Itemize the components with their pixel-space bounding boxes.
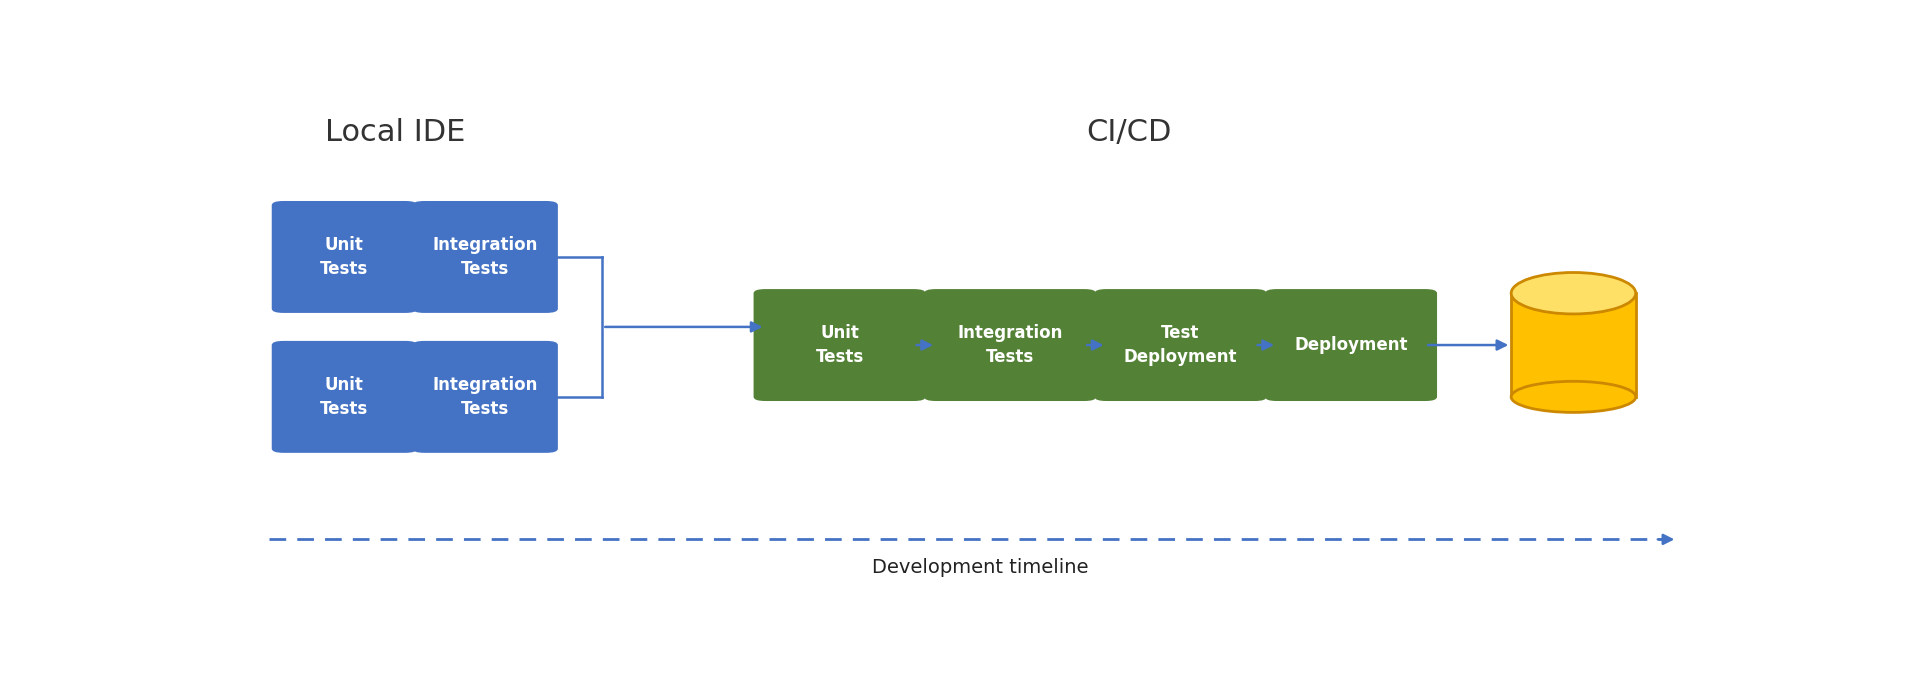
Ellipse shape — [1511, 273, 1636, 314]
Text: Integration
Tests: Integration Tests — [432, 236, 538, 278]
Text: Integration
Tests: Integration Tests — [956, 324, 1064, 366]
Text: Unit
Tests: Unit Tests — [319, 376, 369, 418]
FancyBboxPatch shape — [413, 201, 559, 313]
Text: Unit
Tests: Unit Tests — [319, 236, 369, 278]
FancyBboxPatch shape — [924, 289, 1096, 401]
Text: Deployment: Deployment — [1295, 336, 1408, 354]
Polygon shape — [1511, 293, 1636, 397]
Text: Unit
Tests: Unit Tests — [815, 324, 863, 366]
Text: Integration
Tests: Integration Tests — [432, 376, 538, 418]
Text: Test
Deployment: Test Deployment — [1123, 324, 1238, 366]
FancyBboxPatch shape — [272, 201, 417, 313]
Text: CI/CD: CI/CD — [1087, 118, 1171, 147]
FancyBboxPatch shape — [754, 289, 926, 401]
Ellipse shape — [1511, 382, 1636, 413]
FancyBboxPatch shape — [1264, 289, 1437, 401]
FancyBboxPatch shape — [1094, 289, 1266, 401]
Text: Local IDE: Local IDE — [325, 118, 465, 147]
FancyBboxPatch shape — [413, 341, 559, 453]
FancyBboxPatch shape — [272, 341, 417, 453]
Text: Development timeline: Development timeline — [872, 559, 1088, 577]
